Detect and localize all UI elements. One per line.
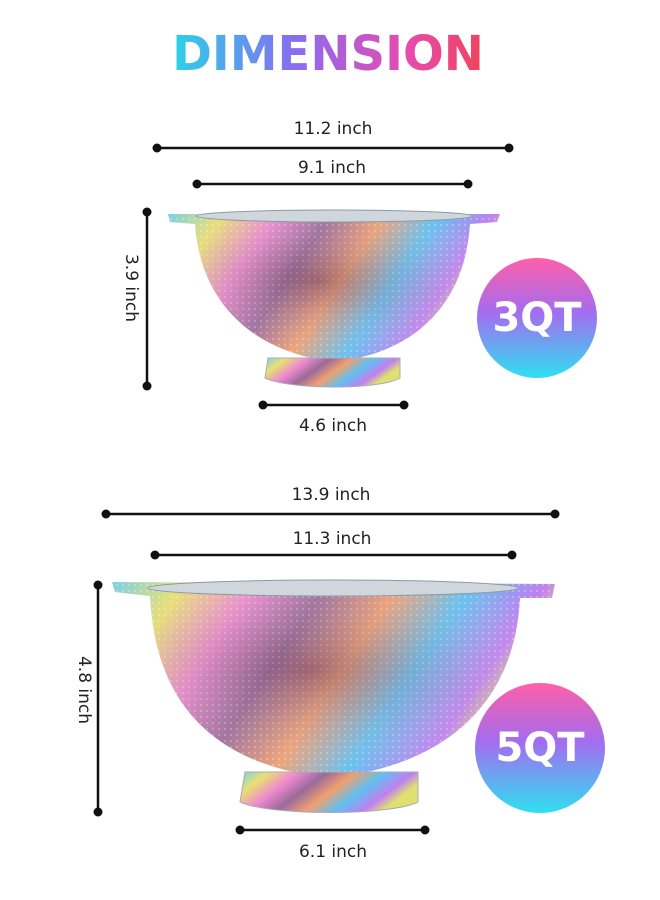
height: 3.9 inch [121, 254, 141, 322]
capacity: 3QT [492, 295, 582, 341]
line-ends [142, 143, 514, 410]
bowl-small [168, 209, 500, 388]
base-width: 4.6 inch [299, 416, 367, 436]
badge [477, 258, 597, 378]
rim-width: 11.2 inch [294, 119, 373, 139]
badge [475, 683, 605, 813]
bowl-large [112, 579, 555, 813]
top-width: 9.1 inch [298, 158, 366, 178]
rim-width: 13.9 inch [292, 485, 371, 505]
top-width: 11.3 inch [293, 529, 372, 549]
capacity: 5QT [495, 725, 585, 771]
line-ends [93, 509, 560, 835]
title: DIMENSION [172, 26, 484, 82]
base-width: 6.1 inch [299, 842, 367, 862]
height: 4.8 inch [74, 656, 94, 724]
